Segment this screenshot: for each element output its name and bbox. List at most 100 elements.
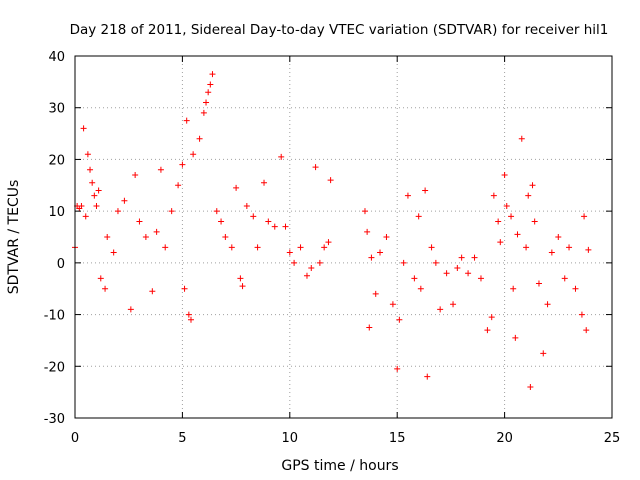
data-point: [80, 125, 87, 132]
data-point: [477, 275, 484, 282]
data-point: [458, 254, 465, 261]
data-point: [585, 246, 592, 253]
data-point: [394, 365, 401, 372]
data-point: [142, 234, 149, 240]
data-point: [512, 334, 519, 341]
data-point: [518, 135, 525, 142]
data-point: [527, 383, 534, 390]
data-point: [84, 151, 91, 158]
data-point: [114, 208, 121, 215]
data-point: [102, 285, 109, 292]
data-point: [548, 249, 555, 256]
data-point: [239, 283, 246, 290]
data-point: [104, 234, 111, 240]
y-tick-label: 40: [48, 50, 65, 65]
data-point: [187, 316, 194, 323]
data-point: [404, 192, 411, 199]
data-point: [162, 244, 169, 251]
data-point: [535, 280, 542, 287]
data-point: [523, 244, 530, 251]
data-point: [233, 184, 240, 191]
data-point: [207, 81, 214, 88]
y-tick-label: 20: [48, 153, 65, 168]
data-point: [78, 202, 85, 209]
data-point: [213, 208, 220, 215]
x-tick-label: 15: [389, 431, 406, 446]
data-point: [183, 117, 190, 124]
data-point: [561, 275, 568, 282]
data-point: [222, 234, 229, 240]
data-point: [243, 202, 250, 209]
data-point: [583, 327, 590, 334]
data-point: [454, 265, 461, 272]
data-point: [312, 164, 319, 171]
grid: [75, 56, 612, 418]
data-point: [87, 166, 94, 173]
data-point: [544, 301, 551, 308]
data-point: [361, 208, 368, 215]
axis-ticks: 0 5 10 15 20 25 -30 -20 -10 0 10 20 30 40: [44, 50, 621, 446]
x-tick-label: 10: [282, 431, 299, 446]
data-point: [95, 187, 102, 194]
data-point: [196, 135, 203, 142]
data-point: [303, 272, 310, 279]
data-point: [261, 179, 268, 186]
data-point: [132, 171, 139, 178]
data-point: [136, 218, 143, 225]
data-point: [581, 213, 588, 220]
data-point: [89, 179, 96, 186]
data-point: [110, 249, 117, 256]
data-point: [508, 213, 515, 220]
data-point: [308, 265, 315, 272]
data-point: [203, 99, 210, 106]
x-tick-label: 0: [71, 431, 79, 446]
data-point: [424, 373, 431, 380]
data-point: [179, 161, 186, 168]
data-point: [82, 213, 89, 220]
data-point: [443, 270, 450, 277]
data-point: [422, 187, 429, 194]
data-point: [529, 182, 536, 189]
data-point: [153, 228, 160, 235]
plot-frame: [74, 55, 613, 419]
data-point: [383, 234, 390, 240]
data-point: [200, 109, 207, 116]
data-point: [415, 213, 422, 220]
data-point: [437, 306, 444, 313]
data-point: [566, 244, 573, 251]
data-point: [495, 218, 502, 225]
data-point: [168, 208, 175, 215]
data-point: [510, 285, 517, 292]
data-point: [471, 254, 478, 261]
data-point: [121, 197, 128, 204]
y-tick-label: 10: [48, 205, 65, 220]
data-point: [282, 223, 289, 230]
data-point: [490, 192, 497, 199]
data-point: [417, 285, 424, 292]
data-point: [254, 244, 261, 251]
data-point: [368, 254, 375, 261]
data-point: [366, 324, 373, 331]
x-axis-label: GPS time / hours: [281, 458, 398, 474]
data-point: [364, 228, 371, 235]
data-point: [411, 275, 418, 282]
data-point: [237, 275, 244, 282]
y-tick-label: 0: [57, 257, 65, 272]
data-point: [93, 202, 100, 209]
data-point: [190, 151, 197, 158]
data-point: [501, 171, 508, 178]
data-point: [578, 311, 585, 318]
data-points: [72, 71, 592, 390]
data-point: [218, 218, 225, 225]
data-point: [531, 218, 538, 225]
data-point: [514, 231, 521, 238]
data-point: [465, 270, 472, 277]
data-point: [291, 259, 298, 266]
data-point: [400, 259, 407, 266]
data-point: [389, 301, 396, 308]
y-tick-label: 30: [48, 102, 65, 117]
data-point: [278, 153, 285, 160]
data-point: [372, 290, 379, 297]
data-point: [228, 244, 235, 251]
